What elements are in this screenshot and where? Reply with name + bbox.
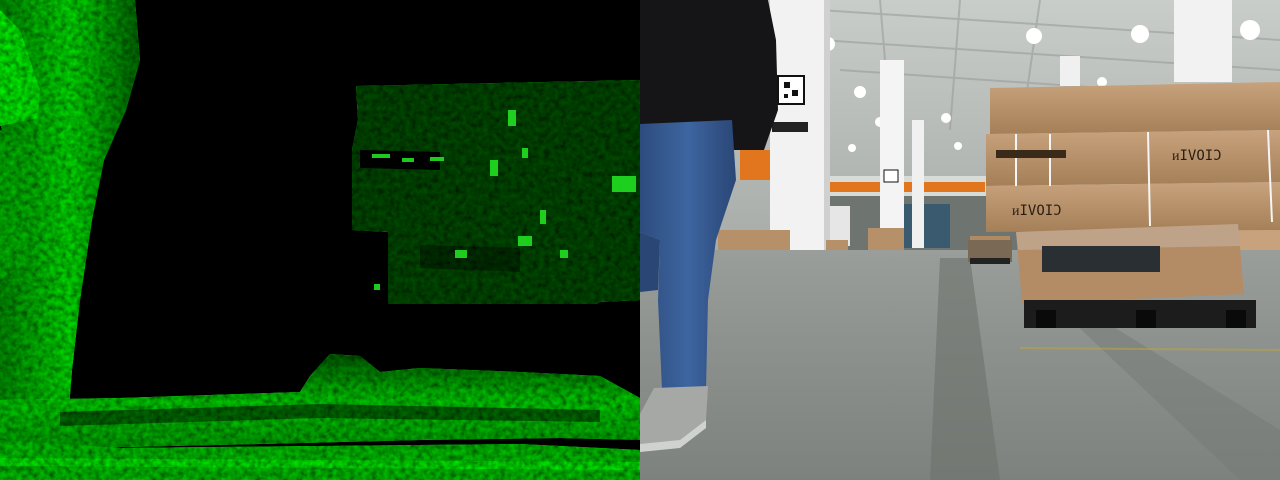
depth-pallet-region (352, 80, 640, 304)
depth-map-pane (0, 0, 640, 480)
carton-bottom (986, 182, 1280, 232)
carton-print-upper: ᴎIVOIƆ (1172, 148, 1222, 164)
fiducial-marker (777, 75, 805, 105)
column-right (1174, 0, 1232, 82)
carton-middle (986, 130, 1280, 186)
person (640, 0, 778, 452)
person-jacket (640, 0, 778, 150)
depth-floor-region (0, 354, 640, 480)
person-jeans (640, 120, 736, 390)
depth-map-image (0, 0, 640, 480)
wrapped-pallet (1016, 224, 1256, 328)
device-in-wrap (1042, 246, 1160, 272)
carton-print-lower: ᴎIVOIƆ (1012, 203, 1062, 219)
mezzanine-rail (825, 182, 985, 192)
person-shoe (640, 386, 708, 450)
depth-leg-region (0, 0, 140, 445)
camera-image: ᴎIVOIƆ ᴎIVOIƆ (640, 0, 1280, 480)
column-mid (880, 60, 904, 250)
column-near (770, 0, 824, 266)
carton-stack: ᴎIVOIƆ ᴎIVOIƆ (986, 82, 1280, 232)
carton-top (990, 82, 1280, 134)
camera-image-pane: ᴎIVOIƆ ᴎIVOIƆ (640, 0, 1280, 480)
